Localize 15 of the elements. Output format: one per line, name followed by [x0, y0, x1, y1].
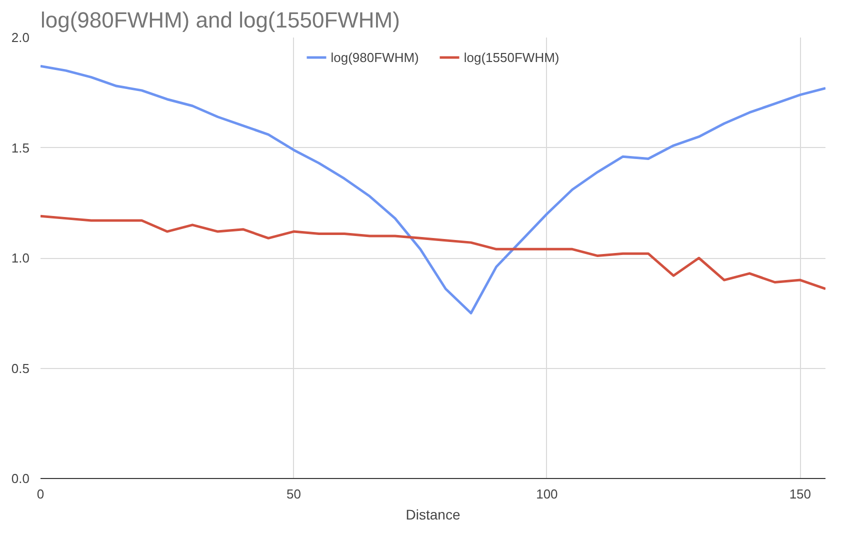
- x-axis-title: Distance: [406, 506, 460, 522]
- legend-label: log(980FWHM): [330, 50, 419, 64]
- y-tick-label: 0.5: [11, 360, 30, 376]
- y-tick-label: 2.0: [11, 30, 30, 45]
- y-tick-label: 0.0: [11, 471, 30, 486]
- legend-label: log(1550FWHM): [464, 50, 560, 64]
- y-tick-label: 1.5: [11, 140, 30, 156]
- x-tick-label: 50: [286, 486, 301, 502]
- y-tick-label: 1.0: [11, 250, 30, 266]
- x-tick-label: 150: [789, 486, 812, 502]
- x-tick-label: 0: [36, 486, 44, 502]
- line-series: [40, 214, 826, 290]
- line-series: [40, 64, 826, 314]
- x-tick-label: 100: [536, 486, 558, 502]
- chart-title: log(980FWHM) and log(1550FWHM): [40, 8, 400, 32]
